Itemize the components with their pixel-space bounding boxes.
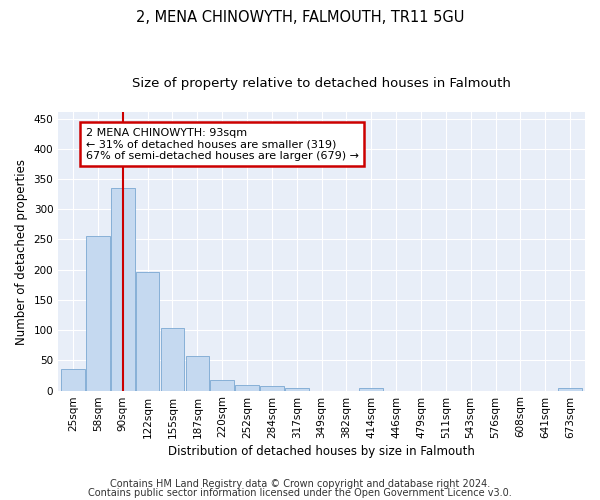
Bar	[185, 356, 209, 390]
X-axis label: Distribution of detached houses by size in Falmouth: Distribution of detached houses by size …	[168, 444, 475, 458]
Bar	[235, 384, 259, 390]
Bar	[86, 236, 110, 390]
Bar	[111, 188, 134, 390]
Bar	[211, 380, 234, 390]
Text: Contains HM Land Registry data © Crown copyright and database right 2024.: Contains HM Land Registry data © Crown c…	[110, 479, 490, 489]
Bar	[161, 328, 184, 390]
Title: Size of property relative to detached houses in Falmouth: Size of property relative to detached ho…	[132, 78, 511, 90]
Text: Contains public sector information licensed under the Open Government Licence v3: Contains public sector information licen…	[88, 488, 512, 498]
Y-axis label: Number of detached properties: Number of detached properties	[15, 158, 28, 344]
Bar	[136, 272, 160, 390]
Bar	[260, 386, 284, 390]
Bar	[359, 388, 383, 390]
Bar	[61, 370, 85, 390]
Text: 2 MENA CHINOWYTH: 93sqm
← 31% of detached houses are smaller (319)
67% of semi-d: 2 MENA CHINOWYTH: 93sqm ← 31% of detache…	[86, 128, 359, 161]
Bar	[285, 388, 308, 390]
Bar	[558, 388, 582, 390]
Text: 2, MENA CHINOWYTH, FALMOUTH, TR11 5GU: 2, MENA CHINOWYTH, FALMOUTH, TR11 5GU	[136, 10, 464, 25]
